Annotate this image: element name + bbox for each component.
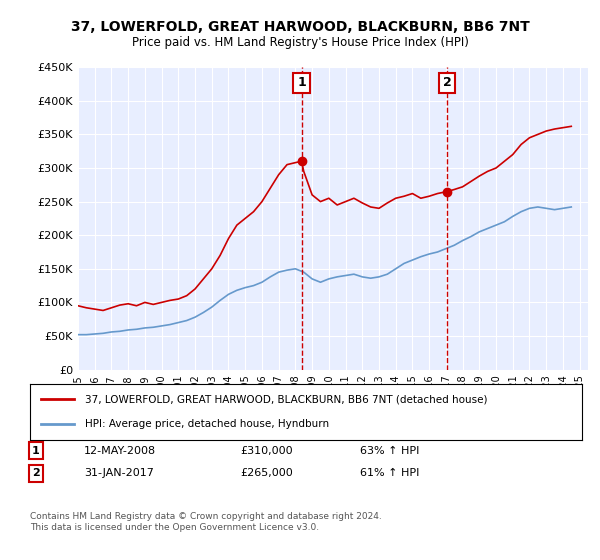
Text: 12-MAY-2008: 12-MAY-2008 [84, 446, 156, 456]
Text: Contains HM Land Registry data © Crown copyright and database right 2024.
This d: Contains HM Land Registry data © Crown c… [30, 512, 382, 532]
Text: 63% ↑ HPI: 63% ↑ HPI [360, 446, 419, 456]
Text: 1: 1 [297, 76, 306, 89]
Text: 61% ↑ HPI: 61% ↑ HPI [360, 468, 419, 478]
Text: 1: 1 [32, 446, 40, 456]
Text: 37, LOWERFOLD, GREAT HARWOOD, BLACKBURN, BB6 7NT (detached house): 37, LOWERFOLD, GREAT HARWOOD, BLACKBURN,… [85, 394, 488, 404]
Text: £310,000: £310,000 [240, 446, 293, 456]
Text: 2: 2 [443, 76, 452, 89]
Text: HPI: Average price, detached house, Hyndburn: HPI: Average price, detached house, Hynd… [85, 419, 329, 429]
Text: Price paid vs. HM Land Registry's House Price Index (HPI): Price paid vs. HM Land Registry's House … [131, 36, 469, 49]
Text: £265,000: £265,000 [240, 468, 293, 478]
Text: 37, LOWERFOLD, GREAT HARWOOD, BLACKBURN, BB6 7NT: 37, LOWERFOLD, GREAT HARWOOD, BLACKBURN,… [71, 20, 529, 34]
Text: 31-JAN-2017: 31-JAN-2017 [84, 468, 154, 478]
Text: 2: 2 [32, 468, 40, 478]
